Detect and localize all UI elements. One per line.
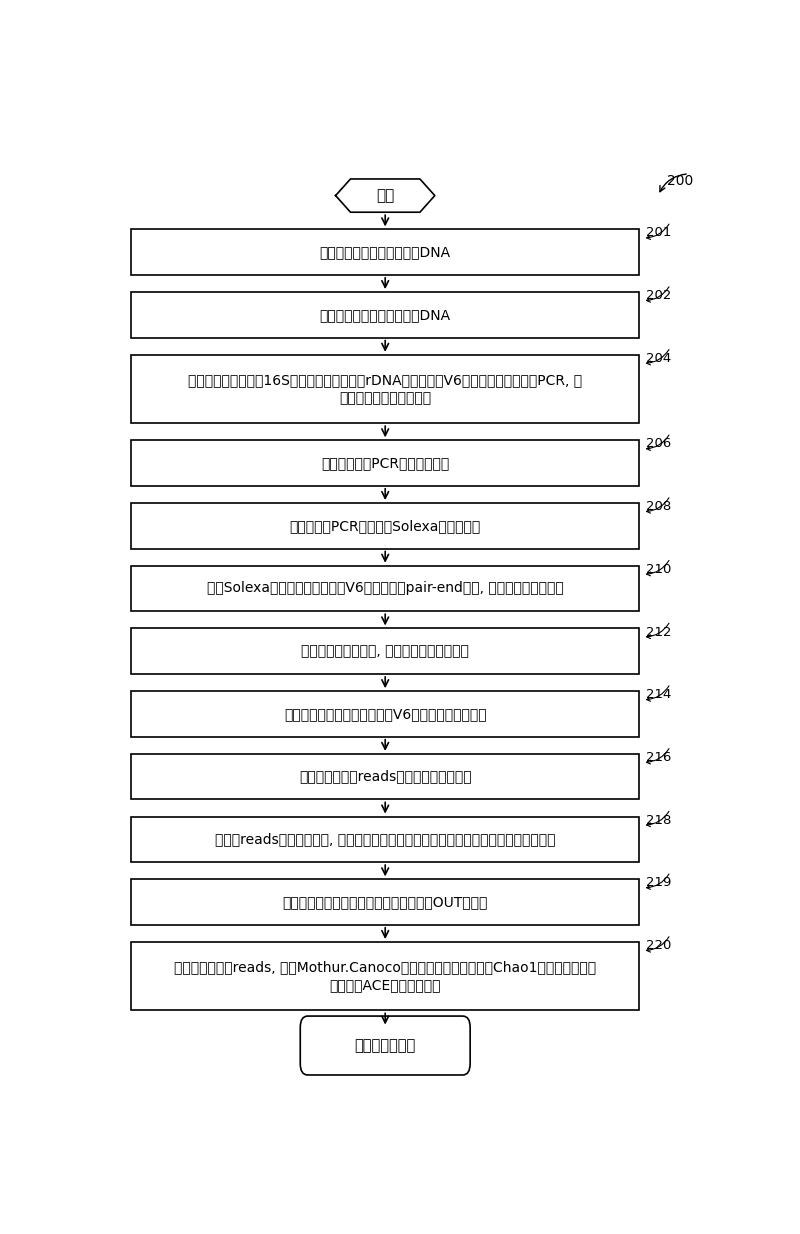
Text: 220: 220 — [646, 939, 671, 953]
FancyBboxPatch shape — [131, 354, 639, 423]
Polygon shape — [336, 179, 435, 212]
Text: 对混合后的PCR产物进行Solexa建库法建库: 对混合后的PCR产物进行Solexa建库法建库 — [290, 518, 481, 533]
FancyBboxPatch shape — [131, 942, 639, 1011]
Text: 根据标签序列和reads, 利用Mothur.Canoco软件进行种群多样性估计Chao1算法和血管紧张
素转化酶ACE的多样性分析: 根据标签序列和reads, 利用Mothur.Canoco软件进行种群多样性估计… — [174, 960, 596, 992]
FancyBboxPatch shape — [131, 230, 639, 275]
FancyBboxPatch shape — [131, 292, 639, 338]
Text: 200: 200 — [667, 174, 694, 189]
Text: 对不同差异度的序列进行操作分类学单元OUT的分类: 对不同差异度的序列进行操作分类学单元OUT的分类 — [282, 895, 488, 909]
Text: 通过引物对宏基因组16S核糖体脱氧核糖核酸rDNA的高可变区V6进行聚合酶链式反应PCR, 并
为每个样品加上标签序列: 通过引物对宏基因组16S核糖体脱氧核糖核酸rDNA的高可变区V6进行聚合酶链式反… — [188, 373, 582, 405]
FancyBboxPatch shape — [300, 1016, 470, 1075]
Text: 208: 208 — [646, 500, 671, 513]
FancyBboxPatch shape — [131, 691, 639, 737]
Text: 204: 204 — [646, 352, 671, 365]
FancyBboxPatch shape — [131, 754, 639, 800]
Text: 提取微生物的脱氧核糖核酸DNA: 提取微生物的脱氧核糖核酸DNA — [320, 246, 450, 259]
Text: 210: 210 — [646, 563, 671, 576]
Text: 使用Solexa测序工具对高可变区V6的文库进行pair-end测序, 得到原始的测序数据: 使用Solexa测序工具对高可变区V6的文库进行pair-end测序, 得到原始… — [207, 581, 563, 596]
Text: 218: 218 — [646, 813, 671, 827]
FancyBboxPatch shape — [131, 503, 639, 549]
FancyBboxPatch shape — [131, 880, 639, 924]
Text: 通过标签序列把reads分配到对应的样品上: 通过标签序列把reads分配到对应的样品上 — [299, 770, 471, 784]
Text: 开始: 开始 — [376, 188, 394, 204]
Text: 利用重叠群的关系对高可变区V6的全长序列进行组装: 利用重叠群的关系对高可变区V6的全长序列进行组装 — [284, 707, 486, 721]
Text: 219: 219 — [646, 876, 671, 890]
FancyBboxPatch shape — [131, 441, 639, 486]
Text: 206: 206 — [646, 437, 671, 450]
FancyBboxPatch shape — [131, 817, 639, 863]
FancyBboxPatch shape — [131, 628, 639, 674]
Text: 微生物精确分类: 微生物精确分类 — [354, 1038, 416, 1053]
Text: 通过对reads进行分类分析, 以实现使用高可变区的测序对微生物群体进行高通量的分类: 通过对reads进行分类分析, 以实现使用高可变区的测序对微生物群体进行高通量的… — [215, 833, 555, 847]
Text: 214: 214 — [646, 689, 671, 701]
Text: 212: 212 — [646, 626, 671, 638]
Text: 对测序数据进行筛选, 以过滤掉低质量的数据: 对测序数据进行筛选, 以过滤掉低质量的数据 — [302, 644, 469, 658]
Text: 202: 202 — [646, 289, 671, 302]
Text: 201: 201 — [646, 227, 671, 239]
FancyBboxPatch shape — [131, 565, 639, 611]
Text: 提取微生物的脱氧核糖核酸DNA: 提取微生物的脱氧核糖核酸DNA — [320, 307, 450, 322]
Text: 把不同样品的PCR产物进行混合: 把不同样品的PCR产物进行混合 — [321, 457, 450, 470]
Text: 216: 216 — [646, 752, 671, 764]
